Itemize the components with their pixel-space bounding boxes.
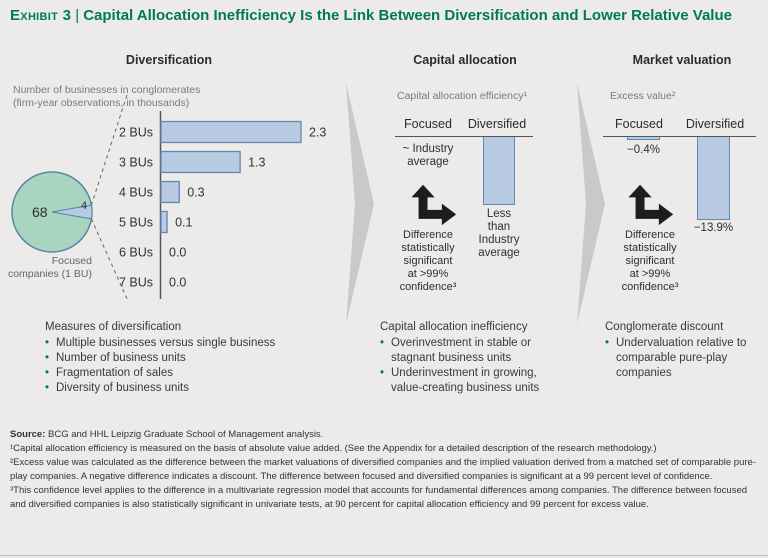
column-header-capital-allocation: Capital allocation: [413, 53, 517, 67]
svg-text:7 BUs: 7 BUs: [119, 276, 153, 290]
list-title: Conglomerate discount: [605, 321, 724, 333]
footnotes: Source: BCG and HHL Leipzig Graduate Sch…: [10, 428, 760, 512]
column-header-diversification: Diversification: [125, 53, 213, 67]
svg-text:0.0: 0.0: [169, 276, 186, 290]
bullet-icon: •: [380, 337, 385, 349]
ca-significance-note: Difference statistically significant at …: [399, 229, 457, 293]
diversification-subtitle: Number of businesses in conglomerates (f…: [13, 84, 201, 109]
svg-text:68: 68: [32, 204, 48, 220]
exhibit-number: Exhibit 3: [10, 7, 72, 24]
list-item: • Undervaluation relative to comparable p…: [605, 337, 747, 379]
ca-diversified-note: Less than Industry average: [478, 208, 520, 259]
svg-text:0.0: 0.0: [169, 246, 186, 260]
footnote-3: ³This confidence level applies to the di…: [10, 485, 748, 510]
ca-baseline: [395, 136, 533, 137]
mv-diversified-value: −13.9%: [693, 222, 734, 234]
pie-caption: Focused companies (1 BU): [7, 255, 92, 280]
svg-text:5 BUs: 5 BUs: [119, 216, 153, 230]
bullet-icon: •: [45, 352, 50, 364]
svg-text:3 BUs: 3 BUs: [119, 156, 153, 170]
difference-arrow-icon: [411, 184, 457, 226]
bullet-icon: •: [45, 367, 50, 379]
svg-text:0.3: 0.3: [187, 186, 204, 200]
list-item: • Fragmentation of sales: [45, 367, 173, 379]
bottom-divider: [0, 555, 768, 556]
page-title: Exhibit 3 | Capital Allocation Inefficienc…: [10, 5, 762, 26]
footnote-2: ²Excess value was calculated as the diff…: [10, 457, 756, 482]
measures-list: Measures of diversification • Multiple bu…: [45, 320, 337, 396]
mv-baseline: [603, 136, 756, 137]
bullet-icon: •: [45, 382, 50, 394]
discount-list: Conglomerate discount • Undervaluation re…: [605, 320, 757, 381]
svg-text:2.3: 2.3: [309, 126, 326, 140]
list-title: Measures of diversification: [45, 321, 182, 333]
svg-text:0.1: 0.1: [175, 216, 192, 230]
title-text: Capital Allocation Inefficiency Is the L…: [83, 7, 732, 24]
ca-diversified-bar: [483, 137, 515, 205]
inefficiency-list: Capital allocation inefficiency • Overinv…: [380, 320, 566, 396]
bullet-icon: •: [45, 337, 50, 349]
source-line: Source: BCG and HHL Leipzig Graduate Sch…: [10, 429, 324, 440]
flow-arrow-icon: [577, 83, 605, 324]
ca-col-diversified: Diversified: [467, 117, 527, 131]
list-item: • Number of business units: [45, 352, 186, 364]
column-header-market-valuation: Market valuation: [632, 53, 732, 67]
list-item: • Underinvestment in growing, value-creat…: [380, 367, 540, 394]
svg-text:4: 4: [81, 200, 87, 212]
market-valuation-subtitle: Excess value²: [610, 90, 676, 102]
ca-col-focused: Focused: [404, 117, 452, 131]
mv-col-focused: Focused: [615, 117, 663, 131]
difference-arrow-icon: [628, 184, 674, 226]
list-item: • Multiple businesses versus single busin…: [45, 337, 276, 349]
diversification-chart: 2 BUs 2.3 3 BUs 1.3 4 BUs 0.3 5 BUs 0.1 6 BUs 0.0…: [11, 94, 326, 302]
svg-text:6 BUs: 6 BUs: [119, 246, 153, 260]
mv-focused-value: −0.4%: [627, 144, 660, 156]
title-separator: |: [75, 7, 80, 24]
svg-text:2 BUs: 2 BUs: [119, 126, 153, 140]
svg-text:1.3: 1.3: [248, 156, 265, 170]
mv-diversified-bar: [697, 137, 730, 220]
list-item: • Overinvestment in stable or stagnant bu…: [380, 337, 531, 364]
footnote-1: ¹Capital allocation efficiency is measur…: [10, 443, 657, 454]
ca-focused-note: ~ Industry average: [402, 143, 454, 168]
bullet-icon: •: [605, 337, 610, 349]
list-item: • Diversity of business units: [45, 382, 189, 394]
mv-col-diversified: Diversified: [685, 117, 745, 131]
svg-text:4 BUs: 4 BUs: [119, 186, 153, 200]
mv-significance-note: Difference statistically significant at …: [621, 229, 679, 293]
list-title: Capital allocation inefficiency: [380, 321, 528, 333]
flow-arrow-icon: [346, 83, 374, 324]
mv-focused-bar: [627, 137, 660, 140]
capital-allocation-subtitle: Capital allocation efficiency¹: [397, 90, 527, 102]
bullet-icon: •: [380, 367, 385, 379]
